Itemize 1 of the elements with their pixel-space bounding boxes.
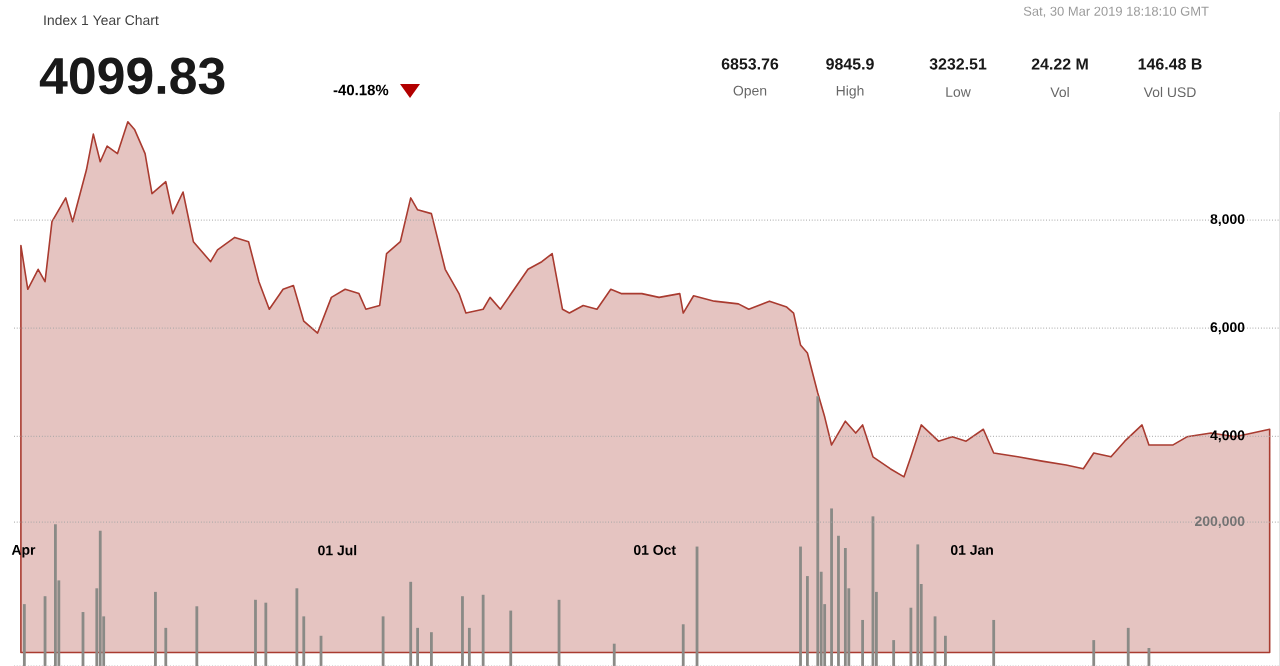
- text: 4099.83: [39, 57, 225, 95]
